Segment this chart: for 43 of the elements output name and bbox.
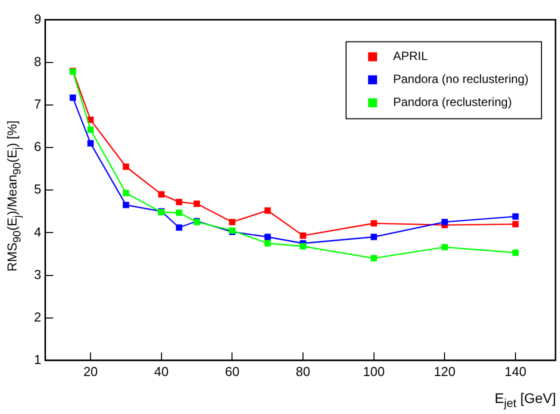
point [176, 209, 182, 216]
y-tick-label: 9 [34, 11, 42, 26]
legend-label: APRIL [393, 49, 428, 64]
x-tick-label: 120 [434, 364, 456, 379]
point [122, 164, 130, 170]
x-tick-label: 80 [296, 364, 310, 379]
point [176, 198, 182, 206]
y-tick-label: 6 [34, 139, 42, 154]
y-tick-label: 2 [34, 309, 42, 324]
point [122, 190, 130, 196]
point [194, 200, 200, 207]
point [512, 220, 519, 228]
point [87, 126, 94, 133]
y-tick-label: 4 [34, 224, 42, 240]
x-tick-label: 100 [362, 364, 385, 379]
point [512, 250, 519, 256]
x-axis-title: E$_{jet}$ [GeV] [494, 390, 556, 410]
point [300, 243, 306, 250]
x-tick-label: 140 [504, 364, 526, 379]
legend-label: Pandora (no reclustering) [393, 72, 529, 86]
point [300, 232, 306, 239]
point [158, 191, 165, 198]
point [370, 220, 378, 226]
y-tick-label: 1 [34, 352, 42, 367]
point [176, 224, 182, 231]
point [370, 255, 378, 262]
point [264, 234, 271, 240]
x-tick-label: 20 [83, 364, 98, 379]
x-tick-label: 40 [154, 364, 169, 379]
y-tick-label: 5 [34, 182, 42, 197]
point [441, 218, 448, 226]
x-tick-label: 60 [224, 364, 240, 379]
point [370, 234, 378, 240]
point [229, 218, 236, 226]
point [441, 244, 448, 250]
point [87, 140, 94, 146]
y-tick-label: 3 [34, 266, 42, 282]
point [264, 207, 271, 214]
point [264, 240, 271, 246]
legend-label: Pandora (reclustering) [393, 95, 512, 110]
point [70, 94, 76, 101]
y-tick-label: 7 [34, 96, 42, 112]
y-tick-label: 8 [34, 54, 42, 69]
